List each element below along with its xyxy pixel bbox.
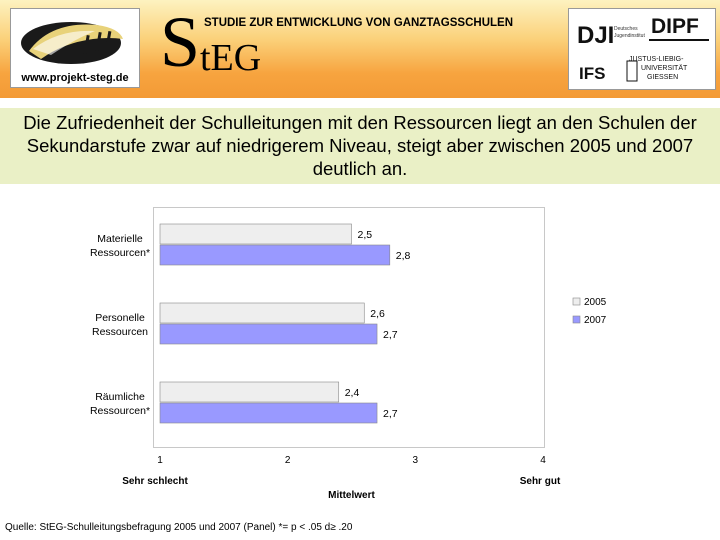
partner-logos-graphic: DJI Deutsches Jugendinstitut DIPF IFS JU… <box>577 15 709 83</box>
category-label: Räumliche Ressourcen* <box>90 391 150 417</box>
x-tick-label: 2 <box>285 455 291 466</box>
header-band: www.projekt-steg.de S tEG STUDIE ZUR ENT… <box>0 0 720 98</box>
bar-2007 <box>159 402 378 424</box>
uni-line-3: GIESSEN <box>647 74 678 81</box>
dji-logo-text: DJI <box>577 22 614 49</box>
category-label: Personelle Ressourcen <box>92 312 148 338</box>
bar-value-label: 2,4 <box>345 387 360 399</box>
uni-line-1: JUSTUS-LIEBIG- <box>629 56 684 63</box>
steg-logo[interactable]: www.projekt-steg.de <box>10 8 140 88</box>
legend-swatch-2005 <box>572 297 581 306</box>
study-title: STUDIE ZUR ENTWICKLUNG VON GANZTAGSSCHUL… <box>204 17 514 29</box>
dji-sub-1: Deutsches <box>614 26 638 32</box>
x-tick-label: 3 <box>413 455 419 466</box>
partner-logos[interactable]: DJI Deutsches Jugendinstitut DIPF IFS JU… <box>568 8 716 90</box>
category-label: Materielle Ressourcen* <box>90 233 150 259</box>
dji-sub-2: Jugendinstitut <box>614 33 645 39</box>
steg-title-s: S <box>160 2 201 82</box>
uni-crest-icon <box>626 60 638 82</box>
legend-label: 2005 <box>584 297 607 308</box>
bar-value-label: 2,8 <box>396 250 411 262</box>
uni-line-2: UNIVERSITÄT <box>641 64 688 72</box>
headline-banner: Die Zufriedenheit der Schulleitungen mit… <box>0 108 720 184</box>
bar-2007 <box>159 244 391 266</box>
bar-value-label: 2,6 <box>370 308 385 320</box>
dipf-logo-text: DIPF <box>651 15 699 38</box>
steg-url-link[interactable]: www.projekt-steg.de <box>21 72 129 84</box>
steg-emblem-icon <box>21 22 123 64</box>
ifs-logo-text: IFS <box>579 64 605 83</box>
source-note: Quelle: StEG-Schulleitungsbefragung 2005… <box>5 522 353 533</box>
legend-label: 2007 <box>584 315 607 326</box>
bar-value-label: 2,7 <box>383 329 398 341</box>
x-low-label: Sehr schlecht <box>122 476 188 487</box>
bar-2007 <box>159 323 378 345</box>
x-high-label: Sehr gut <box>520 476 561 487</box>
bar-2005 <box>159 302 365 324</box>
x-tick-label: 1 <box>157 455 163 466</box>
x-tick-label: 4 <box>540 455 546 466</box>
legend-swatch-2007 <box>572 315 581 324</box>
bar-2005 <box>159 381 340 403</box>
bar-2005 <box>159 223 352 245</box>
x-axis-title: Mittelwert <box>328 490 375 501</box>
bar-value-label: 2,5 <box>358 229 373 241</box>
bar-value-label: 2,7 <box>383 408 398 420</box>
steg-title-rest: tEG <box>200 37 262 79</box>
headline-text: Die Zufriedenheit der Schulleitungen mit… <box>23 112 697 179</box>
